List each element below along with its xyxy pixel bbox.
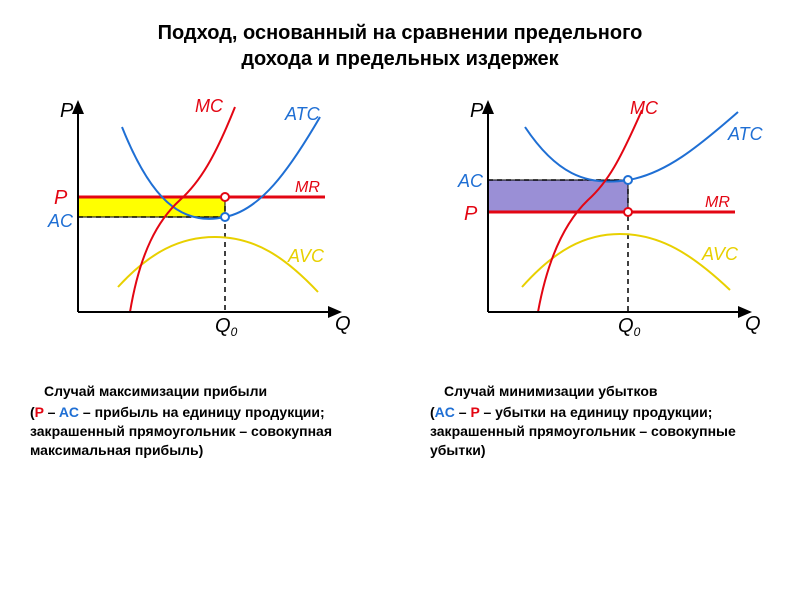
chart-right: P Q MC ATC MR AVC P AC Q0	[440, 92, 770, 357]
svg-text:MR: MR	[295, 179, 320, 196]
svg-text:Q: Q	[745, 313, 761, 335]
svg-text:P: P	[470, 100, 484, 122]
svg-text:MC: MC	[630, 98, 659, 118]
svg-text:Q0: Q0	[215, 315, 238, 339]
svg-text:MR: MR	[705, 194, 730, 211]
caption-left-body: (P – AC – прибыль на единицу продукции; …	[30, 403, 370, 460]
title-line1: Подход, основанный на сравнении предельн…	[158, 22, 643, 44]
captions-row: Случай максимизации прибыли (P – AC – пр…	[30, 382, 770, 460]
caption-left-title: Случай максимизации прибыли	[30, 382, 370, 401]
svg-text:MC: MC	[195, 96, 224, 116]
svg-text:ATC: ATC	[284, 104, 321, 124]
chart-left: PQMCATCMRAVCPACQ0	[30, 92, 360, 357]
caption-right-title: Случай минимизации убытков	[430, 382, 770, 401]
caption-left: Случай максимизации прибыли (P – AC – пр…	[30, 382, 370, 460]
caption-right: Случай минимизации убытков (AC – P – убы…	[430, 382, 770, 460]
svg-text:P: P	[464, 203, 478, 225]
charts-row: PQMCATCMRAVCPACQ0 PQMCATCMRAVCPACQ0	[30, 92, 770, 357]
svg-text:Q0: Q0	[618, 315, 641, 339]
svg-text:AVC: AVC	[287, 246, 325, 266]
main-title: Подход, основанный на сравнении предельн…	[30, 20, 770, 72]
svg-text:AC: AC	[47, 211, 74, 231]
svg-text:AC: AC	[457, 171, 484, 191]
svg-text:Q: Q	[335, 313, 351, 335]
title-line2: дохода и предельных издержек	[241, 48, 558, 70]
svg-text:P: P	[54, 187, 68, 209]
svg-text:AVC: AVC	[701, 244, 739, 264]
svg-text:ATC: ATC	[727, 124, 764, 144]
svg-text:P: P	[60, 100, 74, 122]
caption-right-body: (AC – P – убытки на единицу продукции; з…	[430, 403, 770, 460]
